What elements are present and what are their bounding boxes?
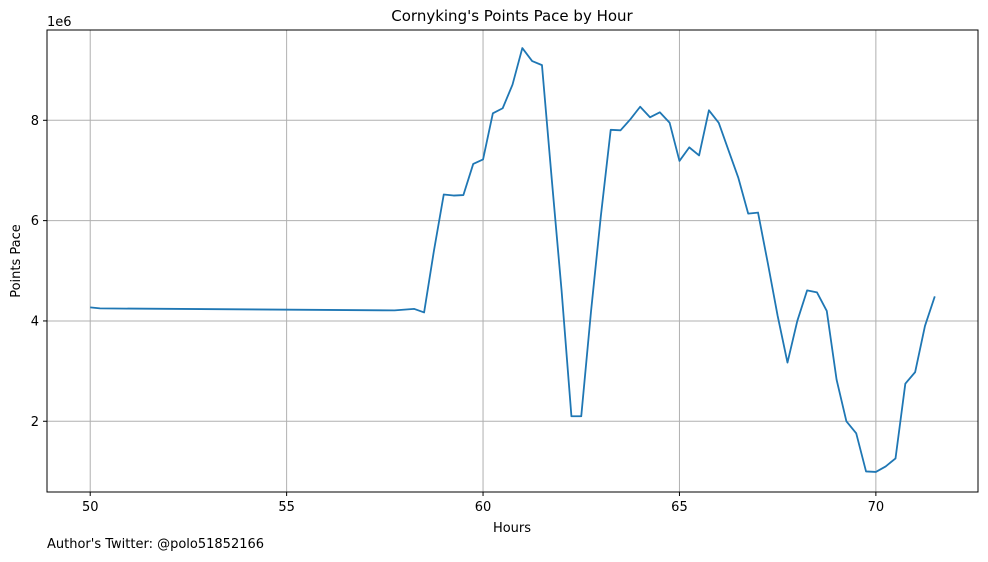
x-tick-label: 70 <box>868 500 885 515</box>
y-axis-label: Points Pace <box>9 224 24 298</box>
plot-frame <box>46 29 979 493</box>
series-line <box>90 47 936 473</box>
x-axis: 50 55 60 65 70 <box>82 492 884 515</box>
y-scale-label: 1e6 <box>47 15 72 30</box>
x-tick-label: 60 <box>475 500 492 515</box>
x-tick-label: 55 <box>278 500 295 515</box>
y-tick-label: 4 <box>31 314 39 329</box>
x-axis-label: Hours <box>493 521 531 536</box>
chart-title: Cornyking's Points Pace by Hour <box>391 7 633 25</box>
y-tick-label: 6 <box>31 214 39 229</box>
grid-layer <box>47 30 978 492</box>
x-tick-label: 50 <box>82 500 99 515</box>
author-credit: Author's Twitter: @polo51852166 <box>47 537 265 552</box>
y-tick-label: 8 <box>31 114 39 129</box>
y-tick-label: 2 <box>31 415 39 430</box>
x-tick-label: 65 <box>671 500 688 515</box>
y-axis: 2 4 6 8 <box>31 114 47 430</box>
